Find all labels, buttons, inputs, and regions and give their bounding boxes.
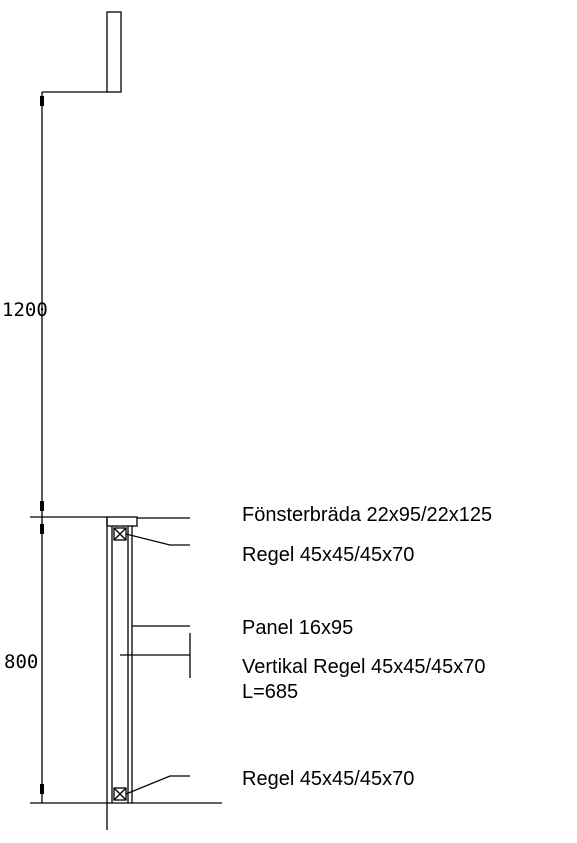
leader-vertical-rail: [120, 633, 191, 678]
top-rail-section: [113, 527, 127, 541]
label-bottom-rail: Regel 45x45/45x70: [242, 768, 414, 790]
dimension-lower-label: 800: [4, 651, 38, 673]
label-vertical-rail-length: L=685: [242, 681, 298, 703]
wall-section: [106, 516, 138, 830]
dimension-line-upper: [40, 92, 44, 517]
leader-top-rail: [125, 533, 190, 546]
dimension-line-lower: [40, 517, 44, 803]
window-board: [106, 516, 138, 527]
dimension-upper-label: 1200: [2, 299, 48, 321]
label-top-rail: Regel 45x45/45x70: [242, 544, 414, 566]
label-panel: Panel 16x95: [242, 617, 353, 639]
window-frame: [42, 11, 122, 93]
label-vertical-rail: Vertikal Regel 45x45/45x70: [242, 656, 486, 678]
label-window-board: Fönsterbräda 22x95/22x125: [242, 504, 492, 526]
bottom-rail-section: [113, 787, 127, 801]
leader-bottom-rail: [125, 775, 190, 795]
